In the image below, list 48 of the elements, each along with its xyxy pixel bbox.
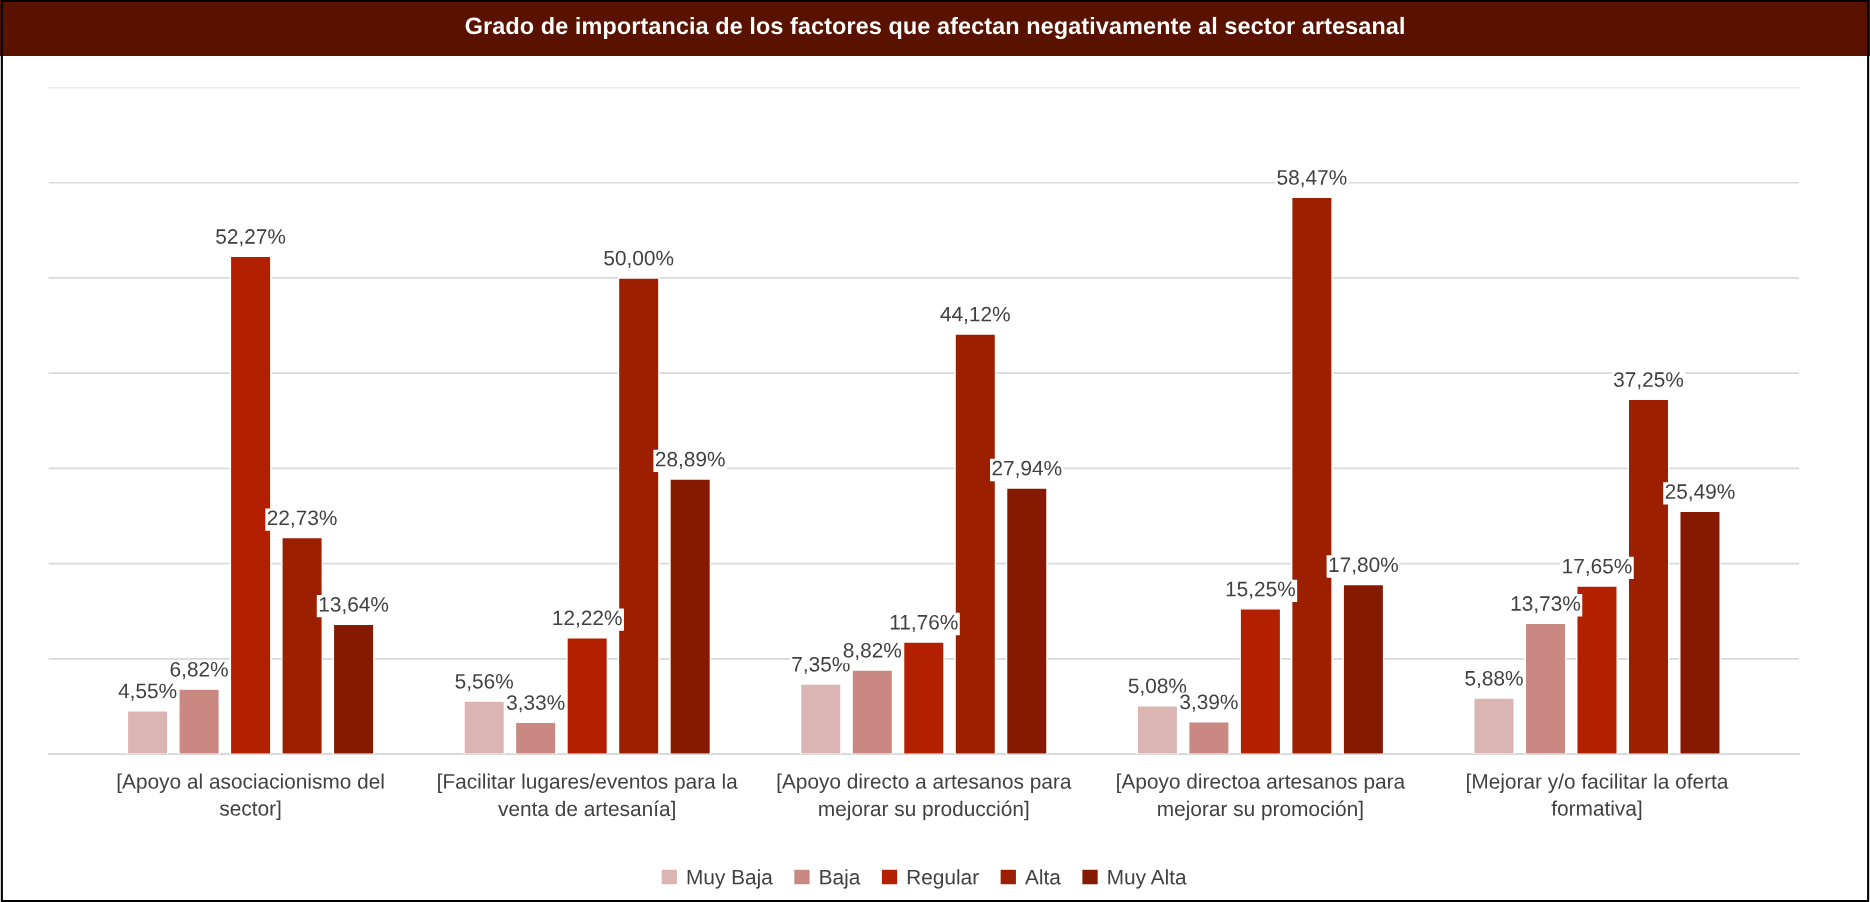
data-label: 17,80%	[1329, 557, 1398, 575]
x-tick-label: [Apoyo directoa artesanos para mejorar su promoción]	[1117, 773, 1406, 821]
legend-label: Muy Baja	[687, 869, 773, 889]
data-label: 27,94%	[992, 460, 1062, 479]
chart-title: Grado de importancia de los factores que afectan negativamente al sector artesanal	[465, 16, 1404, 40]
legend-label: Regular	[907, 869, 979, 889]
data-label: 12,22%	[553, 610, 622, 628]
bar	[1679, 510, 1721, 755]
data-label: 44,12%	[940, 306, 1010, 324]
bar	[1342, 583, 1385, 755]
data-label: 5,08%	[1128, 678, 1187, 696]
bar	[1473, 697, 1515, 755]
x-tick-label: [Apoyo al asociacionismo del sector]	[117, 773, 384, 820]
data-label: 22,73%	[267, 510, 337, 528]
data-label: 3,39%	[1180, 694, 1238, 712]
bar	[1524, 622, 1567, 755]
bar	[1005, 487, 1048, 755]
legend-label: Alta	[1025, 869, 1061, 885]
x-tick-label: [Mejorar y/o facilitar la oferta formativa]	[1467, 773, 1729, 820]
legend-label: Muy Alta	[1108, 869, 1187, 889]
data-label: 5,56%	[455, 673, 513, 692]
bar	[1187, 721, 1230, 755]
bar	[126, 710, 169, 755]
data-label: 17,65%	[1563, 558, 1632, 577]
data-label: 5,88%	[1465, 670, 1523, 689]
bar	[463, 700, 506, 755]
data-label: 37,25%	[1613, 372, 1684, 390]
bar	[799, 683, 842, 755]
bar	[514, 721, 557, 755]
data-label: 15,25%	[1226, 581, 1295, 599]
bar	[178, 688, 220, 755]
data-label: 50,00%	[604, 250, 674, 268]
data-label: 4,55%	[118, 683, 177, 701]
bar	[566, 637, 609, 755]
bar	[669, 478, 712, 755]
data-label: 6,82%	[170, 661, 228, 680]
data-label: 3,33%	[506, 695, 565, 713]
data-label: 11,76%	[890, 614, 958, 633]
data-label: 13,64%	[319, 596, 389, 615]
data-label: 28,89%	[655, 451, 725, 469]
legend-label: Baja	[820, 869, 861, 889]
data-label: 25,49%	[1665, 484, 1735, 502]
data-label: 13,73%	[1511, 596, 1581, 614]
x-tick-label: [Apoyo directo a artesanos para mejorar su producción]	[777, 773, 1072, 821]
bar	[332, 623, 375, 755]
data-label: 58,47%	[1277, 170, 1347, 188]
x-tick-label: [Facilitar lugares/eventos para la venta de artesanía]	[438, 773, 738, 821]
data-label: 52,27%	[216, 229, 286, 247]
